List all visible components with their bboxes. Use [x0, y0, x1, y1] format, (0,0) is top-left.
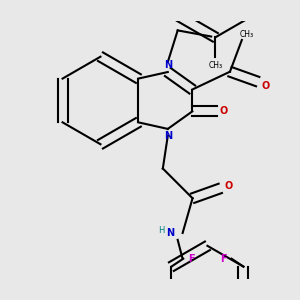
Text: CH₃: CH₃	[240, 29, 254, 38]
Text: O: O	[224, 182, 232, 191]
Text: F: F	[220, 254, 227, 264]
Text: H: H	[158, 226, 164, 236]
Text: CH₃: CH₃	[208, 61, 222, 70]
Text: N: N	[166, 228, 174, 238]
Text: F: F	[188, 254, 194, 264]
Text: O: O	[262, 81, 270, 91]
Text: N: N	[164, 60, 172, 70]
Text: N: N	[164, 131, 172, 141]
Text: O: O	[220, 106, 228, 116]
